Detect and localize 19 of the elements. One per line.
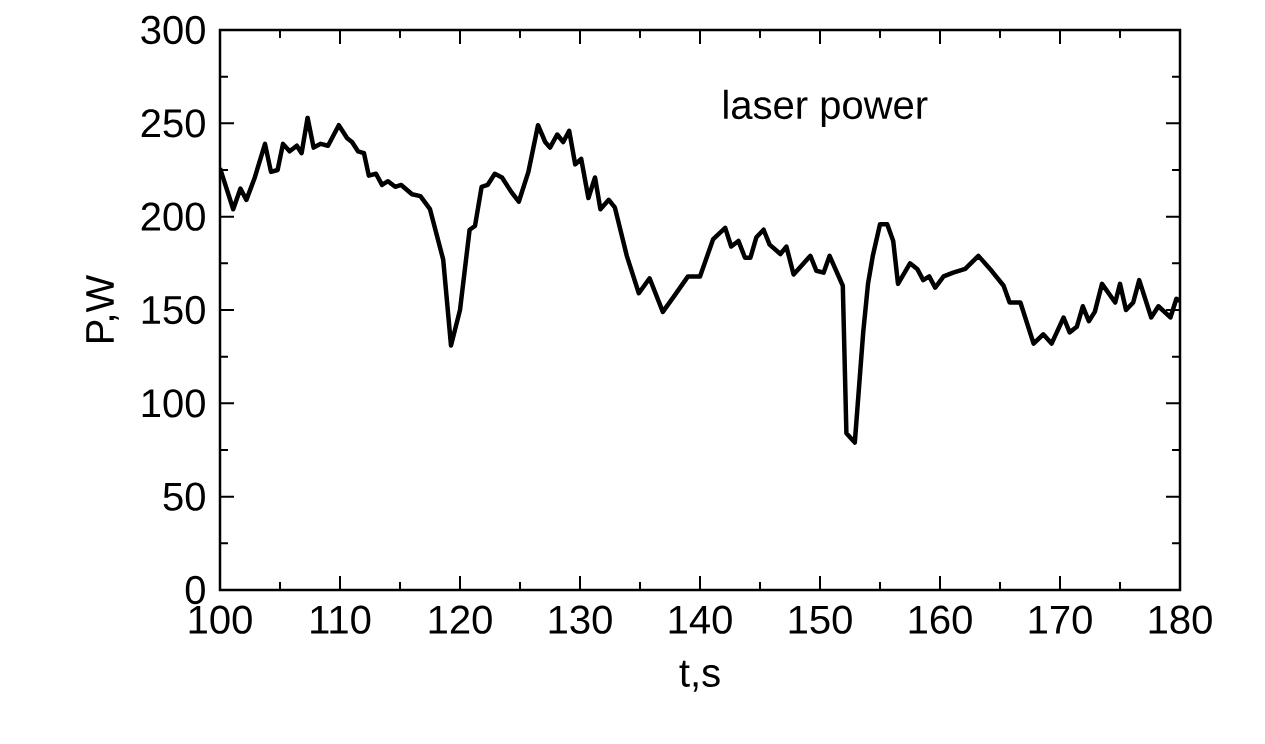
y-axis-title: P,W	[86, 274, 119, 342]
y-tick-label: 200	[141, 202, 205, 231]
x-tick-label: 160	[909, 605, 972, 634]
y-tick-label: 150	[142, 295, 205, 325]
x-axis-title: t,s	[679, 660, 720, 692]
x-tick-label: 180	[1149, 605, 1212, 634]
y-tick-label: 300	[141, 15, 205, 45]
x-tick-label: 110	[311, 605, 371, 634]
y-tick-label: 100	[142, 389, 205, 418]
x-tick-label: 140	[669, 605, 732, 634]
y-tick-label: 250	[141, 109, 205, 138]
annotation: laser power	[724, 89, 928, 128]
y-tick-label: 50	[163, 482, 205, 511]
x-tick-label: 100	[189, 605, 252, 634]
x-tick-label: 150	[789, 605, 852, 634]
x-tick-label: 120	[429, 605, 492, 634]
y-tick-label: 0	[185, 575, 205, 605]
x-tick-label: 130	[549, 605, 612, 634]
x-tick-label: 170	[1029, 605, 1092, 634]
